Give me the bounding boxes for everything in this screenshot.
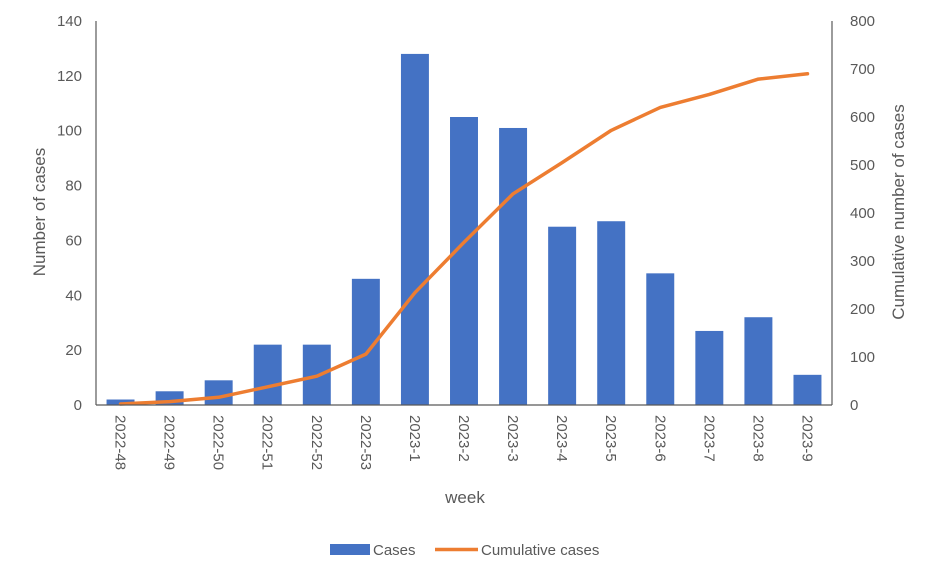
x-tick-label: 2023-4	[553, 415, 570, 462]
x-tick-label: 2023-2	[455, 415, 472, 462]
left-tick-label: 0	[74, 397, 82, 414]
bar-2022-50	[204, 380, 233, 405]
x-tick-labels: 2022-48 2022-49 2022-50 2022-51 2022-52 2022-…	[112, 415, 816, 470]
bar-2023-1	[400, 53, 429, 406]
bar-2023-5	[597, 221, 626, 405]
x-tick-label: 2023-1	[406, 415, 423, 462]
left-tick-label: 20	[65, 342, 82, 359]
x-tick-label: 2023-9	[798, 415, 815, 462]
bar-2023-6	[646, 273, 675, 405]
cases-bar-series	[106, 53, 822, 406]
right-tick-label: 700	[850, 61, 875, 78]
left-tick-label: 140	[57, 13, 82, 30]
left-tick-label: 120	[57, 68, 82, 85]
right-tick-label: 100	[850, 349, 875, 366]
axes	[95, 21, 833, 406]
x-tick-label: 2022-50	[210, 415, 227, 470]
right-tick-label: 0	[850, 397, 858, 414]
x-tick-label: 2023-7	[700, 415, 717, 462]
right-tick-label: 300	[850, 253, 875, 270]
x-tick-label: 2022-51	[259, 415, 276, 470]
x-tick-label: 2022-49	[161, 415, 178, 470]
x-tick-label: 2023-8	[749, 415, 766, 462]
right-tick-label: 200	[850, 301, 875, 318]
right-tick-label: 800	[850, 13, 875, 30]
x-tick-label: 2022-53	[357, 415, 374, 470]
legend-cumulative-label: Cumulative cases	[481, 542, 599, 559]
left-tick-label: 100	[57, 123, 82, 140]
x-tick-label: 2023-3	[504, 415, 521, 462]
cumulative-line-series	[118, 72, 810, 406]
bar-2023-4	[548, 226, 577, 405]
bar-2023-7	[695, 330, 724, 405]
legend-cases-swatch	[330, 544, 370, 555]
x-axis-title: week	[444, 488, 485, 507]
cumulative-line	[118, 72, 810, 406]
right-y-tick-labels: 0 100 200 300 400 500 600 700 800	[850, 13, 875, 414]
right-tick-label: 600	[850, 109, 875, 126]
x-tick-label: 2022-52	[308, 415, 325, 470]
x-tick-label: 2023-6	[651, 415, 668, 462]
legend: Cases Cumulative cases	[330, 542, 599, 559]
y2-axis-title: Cumulative number of cases	[889, 104, 908, 319]
legend-cases-label: Cases	[373, 542, 416, 559]
y-axis-title: Number of cases	[30, 148, 49, 277]
bar-2023-8	[744, 317, 773, 405]
left-y-tick-labels: 0 20 40 60 80 100 120 140	[57, 13, 82, 414]
bar-2023-2	[450, 117, 478, 405]
left-tick-label: 40	[65, 287, 82, 304]
bar-2023-3	[499, 127, 528, 405]
right-tick-label: 400	[850, 205, 875, 222]
x-tick-label: 2023-5	[602, 415, 619, 462]
right-tick-label: 500	[850, 157, 875, 174]
x-tick-label: 2022-48	[112, 415, 129, 470]
bar-2023-9	[793, 374, 822, 405]
left-tick-label: 60	[65, 232, 82, 249]
bar-2022-51	[253, 344, 282, 405]
left-tick-label: 80	[65, 178, 82, 195]
